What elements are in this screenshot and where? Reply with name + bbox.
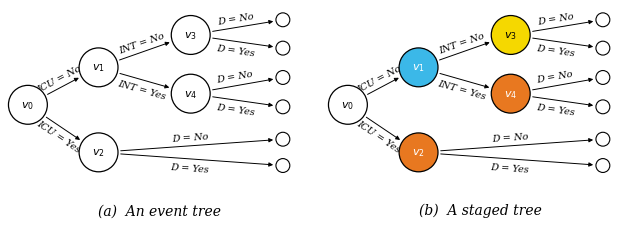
- Ellipse shape: [79, 133, 118, 172]
- Ellipse shape: [399, 133, 438, 172]
- Text: $v_{2}$: $v_{2}$: [92, 147, 105, 158]
- Text: INT = No: INT = No: [118, 31, 166, 56]
- Ellipse shape: [328, 86, 367, 125]
- Ellipse shape: [276, 71, 290, 85]
- Text: $v_{3}$: $v_{3}$: [504, 30, 517, 42]
- Ellipse shape: [596, 42, 610, 56]
- Ellipse shape: [276, 42, 290, 56]
- Ellipse shape: [172, 75, 210, 114]
- Ellipse shape: [172, 16, 210, 55]
- Ellipse shape: [596, 14, 610, 28]
- Text: D = Yes: D = Yes: [536, 44, 575, 58]
- Text: D = Yes: D = Yes: [216, 103, 255, 117]
- Text: $v_{4}$: $v_{4}$: [184, 88, 197, 100]
- Text: D = No: D = No: [216, 12, 254, 27]
- Text: (b)  A staged tree: (b) A staged tree: [419, 203, 541, 218]
- Ellipse shape: [492, 16, 530, 55]
- Text: D = No: D = No: [536, 70, 574, 85]
- Text: $v_{1}$: $v_{1}$: [412, 62, 425, 74]
- Text: INT = Yes: INT = Yes: [437, 79, 487, 101]
- Ellipse shape: [8, 86, 47, 125]
- Text: $v_{2}$: $v_{2}$: [412, 147, 425, 158]
- Text: INT = Yes: INT = Yes: [117, 79, 167, 101]
- Ellipse shape: [276, 101, 290, 114]
- Text: (a)  An event tree: (a) An event tree: [99, 204, 221, 218]
- Ellipse shape: [596, 159, 610, 173]
- Ellipse shape: [276, 14, 290, 28]
- Text: D = No: D = No: [216, 70, 254, 85]
- Text: ICU = Yes: ICU = Yes: [355, 119, 402, 154]
- Text: ICU = No: ICU = No: [36, 63, 83, 94]
- Text: $v_{1}$: $v_{1}$: [92, 62, 105, 74]
- Text: D = No: D = No: [492, 131, 529, 143]
- Text: D = Yes: D = Yes: [216, 44, 255, 58]
- Ellipse shape: [596, 101, 610, 114]
- Text: ICU = No: ICU = No: [356, 63, 403, 94]
- Text: D = Yes: D = Yes: [170, 162, 210, 174]
- Text: $v_{0}$: $v_{0}$: [341, 99, 355, 111]
- Text: INT = No: INT = No: [438, 31, 486, 56]
- Ellipse shape: [276, 133, 290, 147]
- Ellipse shape: [492, 75, 530, 114]
- Text: $v_{0}$: $v_{0}$: [21, 99, 35, 111]
- Ellipse shape: [399, 49, 438, 87]
- Text: D = Yes: D = Yes: [490, 162, 530, 174]
- Ellipse shape: [596, 133, 610, 147]
- Text: $v_{4}$: $v_{4}$: [504, 88, 517, 100]
- Text: $v_{3}$: $v_{3}$: [184, 30, 197, 42]
- Text: ICU = Yes: ICU = Yes: [35, 119, 82, 154]
- Ellipse shape: [596, 71, 610, 85]
- Text: D = No: D = No: [172, 131, 209, 143]
- Text: D = Yes: D = Yes: [536, 103, 575, 117]
- Ellipse shape: [79, 49, 118, 87]
- Text: D = No: D = No: [536, 12, 574, 27]
- Ellipse shape: [276, 159, 290, 173]
